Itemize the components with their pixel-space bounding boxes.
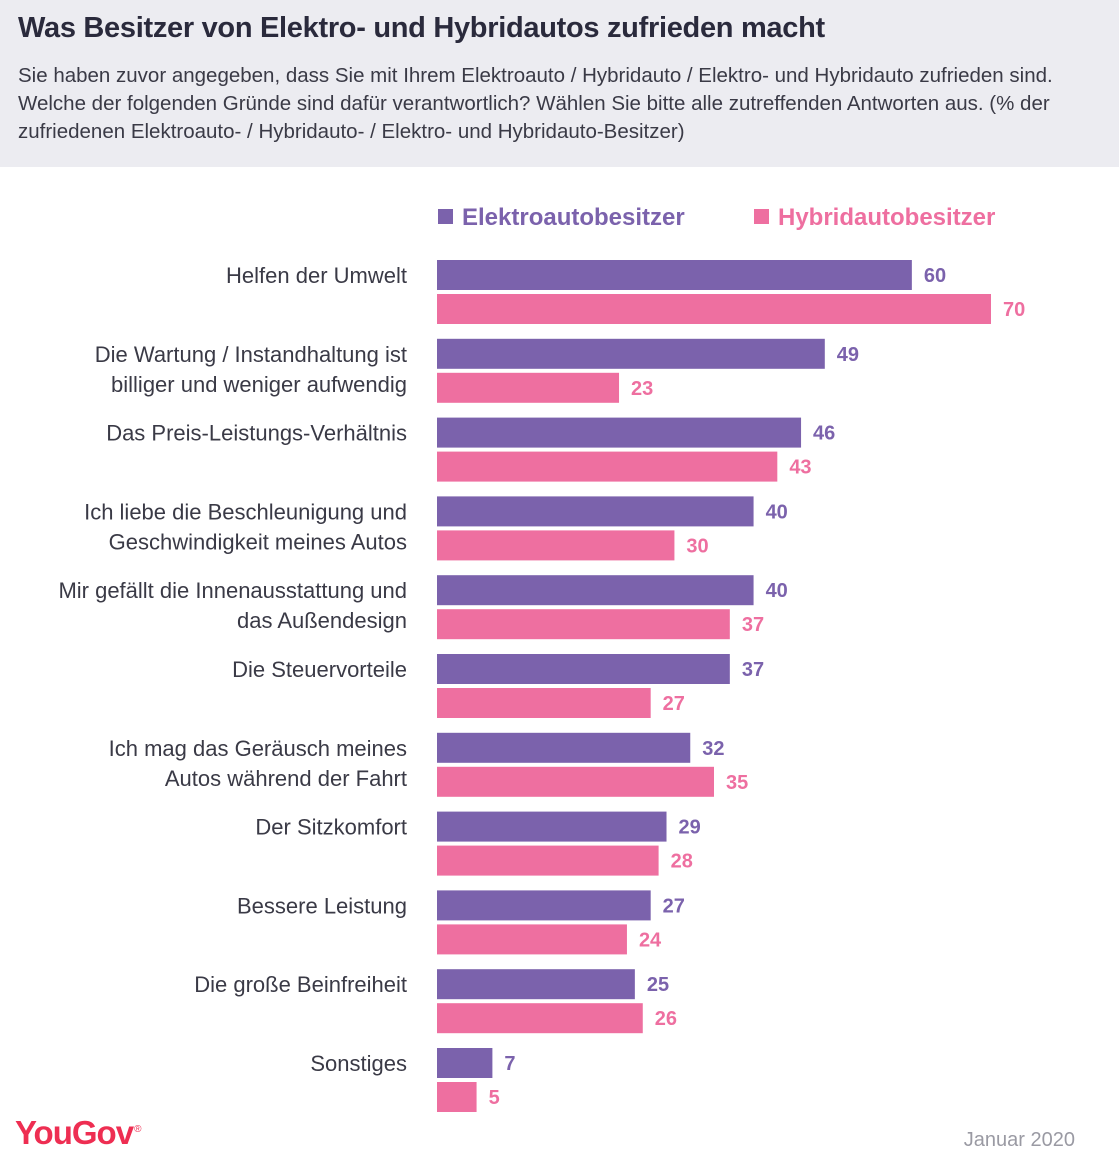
bar-elektro bbox=[437, 1048, 493, 1078]
category-label: Die Wartung / Instandhaltung ist bbox=[95, 342, 407, 367]
header-panel: Was Besitzer von Elektro- und Hybridauto… bbox=[0, 0, 1119, 167]
value-label-elektro: 49 bbox=[837, 344, 859, 366]
logo-text: YouGov bbox=[15, 1114, 134, 1151]
legend-swatch-2 bbox=[754, 209, 769, 224]
bar-hybrid bbox=[437, 766, 714, 797]
category-label: Geschwindigkeit meines Autos bbox=[109, 529, 407, 554]
date-label: Januar 2020 bbox=[963, 1129, 1075, 1151]
bar-chart: Elektroautobesitzer Hybridautobesitzer Hel… bbox=[58, 204, 1025, 1112]
bar-hybrid bbox=[437, 294, 991, 324]
bar-hybrid bbox=[437, 924, 627, 955]
legend-label-2: Hybridautobesitzer bbox=[778, 204, 995, 231]
value-label-hybrid: 26 bbox=[655, 1008, 677, 1030]
logo-mark: ® bbox=[134, 1124, 141, 1135]
bar-hybrid bbox=[437, 1082, 477, 1112]
category-label: Helfen der Umwelt bbox=[226, 263, 407, 288]
value-label-elektro: 46 bbox=[813, 423, 835, 445]
value-label-hybrid: 70 bbox=[1003, 299, 1025, 321]
bar-elektro bbox=[437, 338, 825, 369]
category-label: Sonstiges bbox=[310, 1051, 407, 1076]
bar-elektro bbox=[437, 654, 730, 684]
value-label-hybrid: 5 bbox=[489, 1087, 500, 1109]
value-label-hybrid: 37 bbox=[742, 614, 764, 636]
value-label-elektro: 37 bbox=[742, 659, 764, 681]
yougov-logo: YouGov® bbox=[15, 1114, 142, 1152]
value-label-hybrid: 23 bbox=[631, 378, 653, 400]
bar-hybrid bbox=[437, 530, 675, 561]
value-label-elektro: 27 bbox=[663, 895, 685, 917]
value-label-hybrid: 27 bbox=[663, 693, 685, 715]
value-label-hybrid: 43 bbox=[789, 457, 811, 479]
value-label-elektro: 29 bbox=[679, 817, 701, 839]
legend-swatch-1 bbox=[438, 209, 453, 224]
chart-subtitle: Sie haben zuvor angegeben, dass Sie mit … bbox=[18, 64, 1053, 143]
bar-elektro bbox=[437, 496, 754, 527]
bar-hybrid bbox=[437, 609, 730, 640]
bar-hybrid bbox=[437, 688, 651, 718]
value-label-elektro: 60 bbox=[924, 265, 946, 287]
legend-label-1: Elektroautobesitzer bbox=[462, 204, 685, 231]
value-label-hybrid: 35 bbox=[726, 772, 748, 794]
category-label: Das Preis-Leistungs-Verhältnis bbox=[106, 421, 407, 446]
value-label-elektro: 25 bbox=[647, 974, 669, 996]
category-label: Mir gefällt die Innenausstattung und bbox=[58, 578, 407, 603]
category-label: das Außendesign bbox=[237, 608, 407, 633]
category-label: Die Steuervorteile bbox=[232, 657, 407, 682]
category-label: Bessere Leistung bbox=[237, 893, 407, 918]
bar-elektro bbox=[437, 732, 691, 763]
category-label: Der Sitzkomfort bbox=[255, 815, 407, 840]
value-label-elektro: 32 bbox=[702, 738, 724, 760]
category-label: billiger und weniger aufwendig bbox=[111, 372, 407, 397]
bar-elektro bbox=[437, 890, 651, 921]
bar-hybrid bbox=[437, 1003, 643, 1034]
bar-hybrid bbox=[437, 845, 659, 876]
category-label: Ich mag das Geräusch meines bbox=[109, 736, 407, 761]
value-label-elektro: 40 bbox=[766, 580, 788, 602]
bar-elektro bbox=[437, 969, 635, 1000]
bar-elektro bbox=[437, 811, 667, 842]
value-label-elektro: 40 bbox=[766, 501, 788, 523]
value-label-hybrid: 28 bbox=[671, 851, 693, 873]
bar-elektro bbox=[437, 260, 912, 290]
value-label-hybrid: 30 bbox=[686, 535, 708, 557]
bar-elektro bbox=[437, 575, 754, 606]
value-label-hybrid: 24 bbox=[639, 929, 662, 951]
category-label: Autos während der Fahrt bbox=[165, 766, 407, 791]
category-label: Die große Beinfreiheit bbox=[194, 972, 407, 997]
value-label-elektro: 7 bbox=[504, 1053, 515, 1075]
category-label: Ich liebe die Beschleunigung und bbox=[84, 499, 407, 524]
chart-title: Was Besitzer von Elektro- und Hybridauto… bbox=[18, 12, 825, 44]
bar-hybrid bbox=[437, 451, 778, 482]
bar-hybrid bbox=[437, 372, 620, 403]
bar-elektro bbox=[437, 417, 802, 448]
